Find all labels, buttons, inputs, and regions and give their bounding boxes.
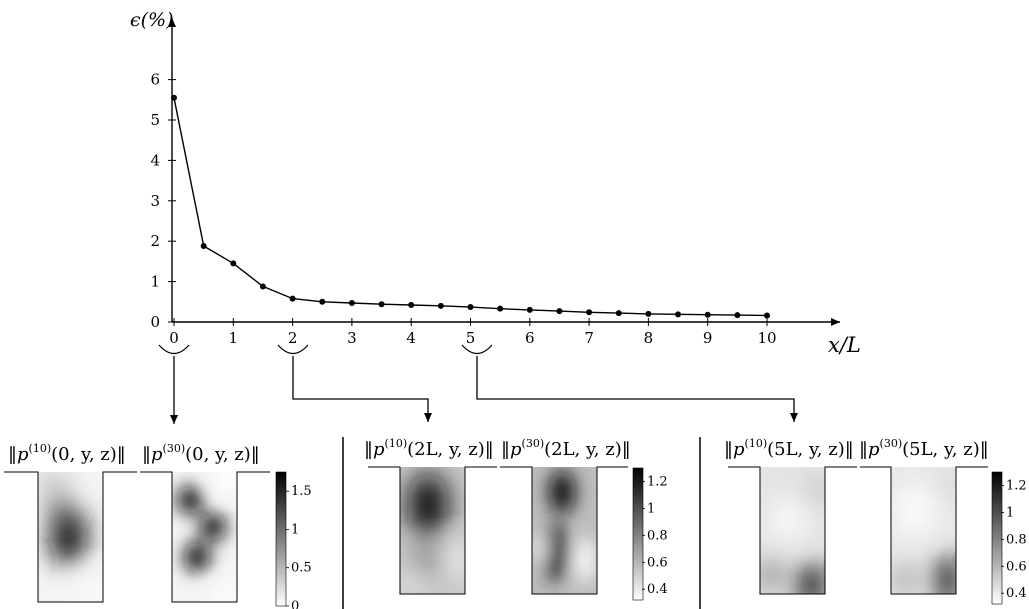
data-point	[734, 312, 741, 319]
data-point	[497, 305, 504, 312]
colorbar-tick-label: 0.4	[1006, 586, 1027, 601]
heatmap-p10-x2	[368, 466, 497, 595]
x-tick-label: 0	[169, 329, 179, 347]
colorbar-tick-label: 0.8	[647, 528, 668, 543]
x-tick-label: 2	[288, 329, 298, 347]
data-point	[289, 295, 296, 302]
connectors	[158, 344, 798, 424]
x-tick-label: 6	[525, 329, 535, 347]
x-tick-label: 8	[644, 329, 654, 347]
bracket-x2	[277, 344, 309, 355]
data-point	[171, 94, 177, 101]
arrow-x5	[476, 356, 798, 422]
y-tick-label: 1	[150, 273, 160, 291]
bracket-x5	[461, 344, 493, 355]
x-tick-label: 1	[229, 329, 239, 347]
colorbar-tick-label: 0.5	[291, 561, 312, 576]
data-point	[764, 312, 770, 319]
heatmap-p10-x0	[4, 471, 137, 603]
colorbar-tick-label: 1	[647, 501, 655, 516]
heatmap-p30-x2	[500, 466, 628, 595]
colorbar-tick-label: 1.2	[1006, 478, 1027, 493]
panel-label-p30-x5: ‖p(30)(5L, y, z)‖	[859, 437, 989, 460]
panel-label-p10-x0: ‖p(10)(0, y, z)‖	[8, 442, 126, 465]
data-point	[704, 311, 711, 318]
y-tick-label: 3	[150, 192, 160, 210]
data-point	[259, 283, 266, 290]
x-tick-labels: 0 1 2 3 4 5 6 7 8 9 10	[169, 318, 777, 347]
colorbar-tick-label: 0.6	[647, 555, 668, 570]
data-point	[437, 302, 444, 309]
y-tick-label: 5	[150, 111, 160, 129]
y-tick-label: 0	[150, 313, 160, 331]
data-point	[586, 309, 593, 316]
data-point	[348, 300, 355, 307]
line-chart: ϵ(%) x/L 0 1 2 3 4 5 6 0 1 2 3 4 5 6 7 8 9 10	[130, 9, 861, 357]
data-point	[230, 260, 237, 267]
error-series-line	[173, 97, 768, 317]
colorbar-tick-label: 0.4	[647, 582, 668, 597]
panel-label-p10-x5: ‖p(10)(5L, y, z)‖	[724, 437, 854, 460]
colorbar-x0: 1.5 1 0.5 0	[275, 471, 312, 609]
heatmap-p10-x5	[728, 466, 857, 595]
colorbar-tick-label: 0.6	[1006, 559, 1027, 574]
y-tick-label: 4	[150, 151, 160, 169]
data-point	[467, 304, 474, 311]
arrow-x2	[292, 356, 432, 422]
panel-label-p30-x0: ‖p(30)(0, y, z)‖	[142, 442, 260, 465]
colorbar-tick-label: 1	[291, 522, 299, 537]
x-tick-label: 10	[757, 329, 776, 347]
data-point	[645, 310, 652, 317]
x-tick-label: 9	[703, 329, 713, 347]
y-tick-label: 2	[150, 232, 160, 250]
data-point	[378, 301, 385, 308]
x-tick-label: 3	[347, 329, 357, 347]
heatmap-group-x2: ‖p(10)(2L, y, z)‖ ‖p(30)(2L, y, z)‖	[364, 437, 668, 601]
heatmap-p30-x5	[860, 466, 988, 595]
error-series-points	[171, 94, 770, 319]
heatmap-p30-x0	[140, 471, 270, 603]
x-tick-label: 5	[466, 329, 476, 347]
panel-label-p30-x2: ‖p(30)(2L, y, z)‖	[501, 437, 631, 460]
colorbar-tick-label: 1	[1006, 505, 1014, 520]
data-point	[556, 308, 563, 315]
data-point	[615, 310, 622, 317]
y-tick-label: 6	[150, 71, 160, 89]
colorbar-tick-label: 1.5	[291, 484, 312, 499]
data-point	[526, 306, 533, 313]
x-tick-label: 4	[406, 329, 416, 347]
data-point	[200, 243, 207, 250]
colorbar-tick-label: 0.8	[1006, 532, 1027, 547]
colorbar-tick-label: 0	[291, 599, 299, 609]
data-point	[675, 311, 682, 318]
bracket-x0	[158, 344, 190, 355]
x-axis-label: x/L	[828, 333, 861, 357]
heatmap-group-x0: ‖p(10)(0, y, z)‖ ‖p(30)(0, y, z)‖	[4, 442, 312, 609]
y-axis-label: ϵ(%)	[130, 9, 174, 31]
x-tick-label: 7	[584, 329, 594, 347]
y-tick-labels: 0 1 2 3 4 5 6	[150, 71, 176, 331]
data-point	[408, 302, 415, 309]
colorbar-x5: 1.2 1 0.8 0.6 0.4	[991, 471, 1027, 605]
colorbar-tick-label: 1.2	[647, 474, 668, 489]
panel-label-p10-x2: ‖p(10)(2L, y, z)‖	[364, 437, 494, 460]
colorbar-x2: 1.2 1 0.8 0.6 0.4	[632, 467, 668, 601]
heatmap-group-x5: ‖p(10)(5L, y, z)‖ ‖p(30)(5L, y, z)‖	[724, 437, 1027, 605]
data-point	[319, 298, 326, 305]
